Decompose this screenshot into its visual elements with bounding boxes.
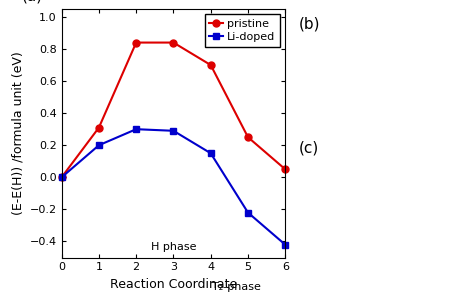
pristine (133, 41, 139, 44)
Legend: pristine, Li-doped: pristine, Li-doped (205, 15, 280, 47)
Text: (c): (c) (299, 141, 319, 156)
Text: H phase: H phase (151, 242, 196, 252)
Li-doped (59, 176, 64, 179)
Text: (a): (a) (21, 0, 43, 4)
Li-doped (96, 144, 102, 147)
Li-doped (283, 243, 288, 247)
Line: Li-doped: Li-doped (58, 126, 289, 248)
Li-doped (208, 152, 214, 155)
pristine (96, 126, 102, 129)
Li-doped (133, 127, 139, 131)
Li-doped (171, 129, 176, 133)
Text: T₂-phase: T₂-phase (211, 282, 261, 292)
pristine (245, 136, 251, 139)
X-axis label: Reaction Coordinate: Reaction Coordinate (110, 278, 237, 291)
Text: (b): (b) (299, 16, 320, 31)
pristine (208, 63, 214, 67)
Line: pristine: pristine (58, 39, 289, 181)
Li-doped (245, 211, 251, 214)
Y-axis label: (E-E(H)) /formula unit (eV): (E-E(H)) /formula unit (eV) (11, 51, 24, 215)
pristine (59, 176, 64, 179)
pristine (283, 168, 288, 171)
pristine (171, 41, 176, 44)
